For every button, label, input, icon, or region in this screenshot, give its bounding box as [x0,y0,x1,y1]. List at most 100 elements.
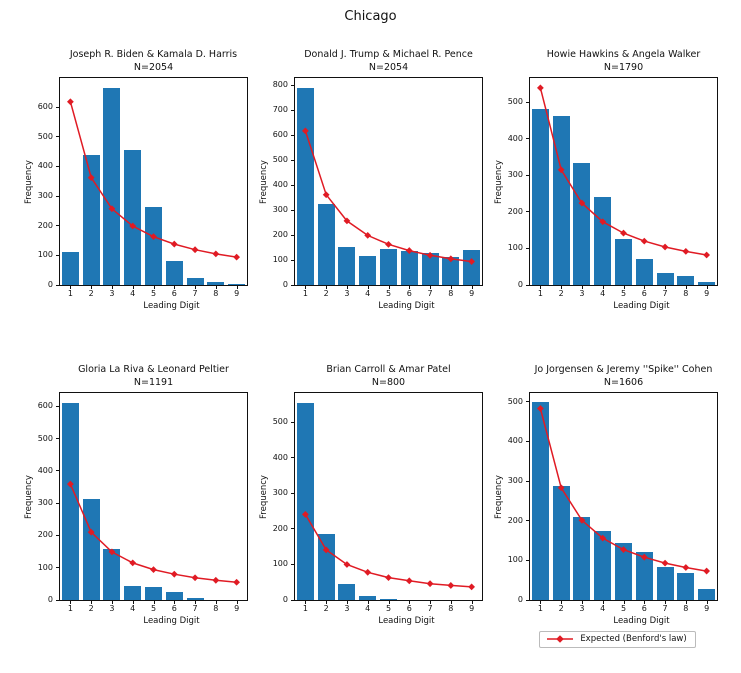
x-tick-mark [581,286,583,289]
y-tick-label: 100 [37,562,53,572]
y-tick-mark [56,470,59,472]
diamond-marker-icon [620,546,627,554]
figure-title: Chicago [344,9,397,24]
y-tick-label: 300 [507,170,523,180]
diamond-marker-icon [322,546,330,554]
bar-digit-8 [207,281,225,285]
subplot-biden-harris: Joseph R. Biden & Kamala D. Harris N=205… [23,48,248,311]
x-axis-label: Leading Digit [143,616,200,626]
diamond-marker-icon [661,559,669,567]
bar-digit-9 [463,249,481,285]
diamond-marker-icon [170,570,178,578]
diamond-marker-icon [682,247,690,255]
x-tick-mark [685,601,687,604]
y-tick-label: 100 [37,250,53,260]
y-tick-label: 0 [47,280,53,289]
diamond-marker-icon [703,251,711,259]
diamond-marker-icon [364,568,372,576]
x-tick-mark [409,286,411,289]
x-tick-label: 5 [385,604,392,613]
x-tick-label: 1 [67,604,73,613]
y-tick-mark [526,401,529,403]
diamond-marker-icon [385,240,392,248]
x-axis-label: Leading Digit [143,301,200,311]
diamond-marker-icon [191,574,199,582]
y-tick-mark [56,599,59,601]
y-tick-label: 300 [272,205,288,215]
x-tick-label: 5 [620,289,627,298]
x-tick-label: 1 [537,604,543,613]
diamond-marker-icon [447,582,455,589]
x-tick-mark [174,286,176,289]
x-tick-label: 1 [67,289,73,298]
x-tick-label: 7 [662,289,668,298]
x-tick-label: 3 [344,289,350,298]
bar-digit-5 [614,238,632,285]
x-tick-mark [305,601,307,604]
bar-digit-4 [124,150,142,285]
diamond-marker-icon [170,240,178,248]
subplot-title: Joseph R. Biden & Kamala D. Harris [69,49,238,60]
x-tick-mark [561,286,563,289]
plot-area [59,392,248,601]
y-tick-label: 500 [507,396,523,406]
x-tick-label: 8 [683,289,689,298]
x-tick-mark [236,601,238,604]
x-tick-mark [581,601,583,604]
y-tick-mark [56,284,59,286]
diamond-marker-icon [640,237,648,245]
diamond-marker-icon [468,258,476,265]
y-tick-mark [526,101,529,103]
x-tick-label: 8 [448,289,454,298]
y-tick-label: 400 [37,465,53,475]
y-tick-mark [56,195,59,197]
diamond-marker-icon [212,250,220,258]
bar-digit-1 [296,87,314,285]
x-tick-label: 7 [662,604,668,613]
subplot-title: Jo Jorgensen & Jeremy ''Spike'' Cohen [534,364,713,375]
diamond-marker-icon [191,246,199,254]
y-tick-mark [291,209,294,211]
diamond-marker-icon [405,247,413,254]
bar-digit-3 [338,247,356,285]
x-tick-mark [236,286,238,289]
x-tick-mark [111,286,113,289]
expected-benford-line [301,511,476,591]
diamond-marker-icon [468,583,476,591]
subplot-jorgensen-cohen: Jo Jorgensen & Jeremy ''Spike'' Cohen N=… [493,363,718,648]
diamond-marker-icon [301,511,309,518]
diamond-marker-icon [536,405,544,412]
diamond-marker-icon [426,251,434,259]
y-tick-mark [291,528,294,530]
y-tick-mark [291,492,294,494]
y-tick-label: 200 [37,530,53,540]
y-tick-label: 0 [282,595,288,604]
y-axis-ticks: 0 100 200 300 400 500 600 [34,392,59,604]
bar-digit-9 [698,588,716,600]
bar-digit-9 [698,282,716,285]
y-tick-mark [56,136,59,138]
y-tick-mark [56,567,59,569]
diamond-marker-icon [405,577,413,585]
subplot-trump-pence: Donald J. Trump & Michael R. Pence N=205… [258,48,483,311]
y-tick-mark [291,134,294,136]
x-tick-mark [111,601,113,604]
subplot-subtitle: N=1790 [603,62,644,73]
diamond-marker-icon [343,561,351,568]
diamond-marker-icon [385,574,392,582]
x-tick-label: 6 [406,289,412,298]
y-tick-label: 600 [37,102,53,112]
y-tick-label: 200 [272,523,288,533]
y-tick-label: 100 [272,255,288,265]
x-tick-mark [471,601,473,604]
x-tick-label: 6 [406,604,412,613]
y-tick-label: 800 [272,80,288,90]
x-axis-ticks: 1 2 3 4 5 6 7 8 9 [294,286,483,299]
x-tick-mark [450,286,452,289]
diamond-marker-icon [661,243,669,251]
y-tick-mark [56,405,59,407]
bar-digit-4 [359,255,377,285]
x-axis-ticks: 1 2 3 4 5 6 7 8 9 [59,601,248,614]
diamond-marker-icon [87,174,95,182]
